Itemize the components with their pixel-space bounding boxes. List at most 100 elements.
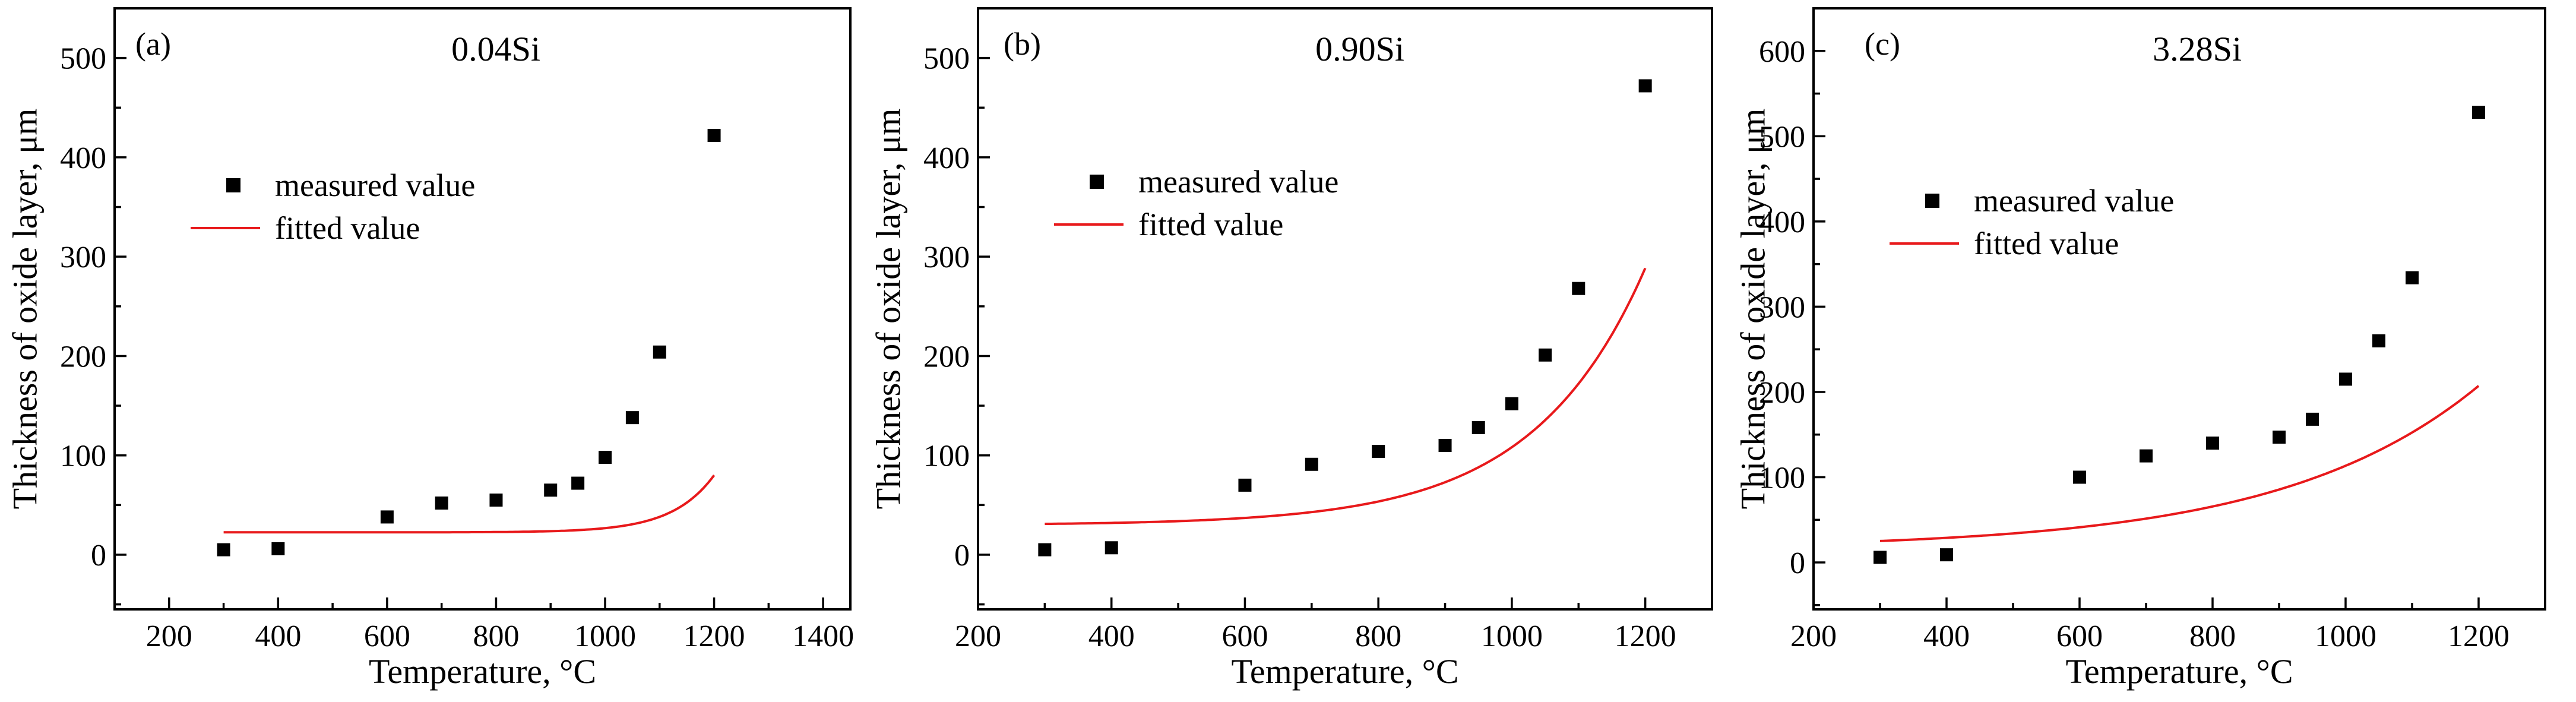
y-tick-label: 100 — [923, 439, 970, 473]
y-axis-title: Thickness of oxide layer, μm — [869, 109, 907, 510]
y-tick-label: 200 — [1759, 376, 1805, 410]
legend-marker — [226, 178, 240, 192]
fitted-curve — [1879, 385, 2480, 542]
measured-point — [571, 476, 585, 490]
measured-point — [1305, 457, 1318, 471]
y-axis-title: Thickness of oxide layer, μm — [5, 109, 44, 510]
x-tick-label: 800 — [473, 619, 519, 653]
x-tick-label: 200 — [1790, 619, 1837, 653]
measured-point — [1105, 541, 1118, 555]
panel-title: 0.04Si — [451, 30, 540, 68]
legend: measured value fitted value — [1054, 164, 1338, 242]
measured-point — [1238, 478, 1252, 492]
x-axis-title: Temperature, °C — [2065, 652, 2293, 691]
y-tick-label: 300 — [1759, 290, 1805, 324]
measured-point — [1505, 397, 1518, 410]
y-tick-label: 0 — [954, 539, 970, 573]
legend-marker — [1925, 194, 1939, 208]
legend-label-fitted: fitted value — [1138, 207, 1283, 242]
measured-point — [2472, 106, 2485, 119]
y-tick-label: 300 — [923, 241, 970, 274]
y-tick-label: 400 — [60, 141, 106, 175]
panel-label: (a) — [135, 26, 171, 62]
legend: measured value fitted value — [1890, 183, 2174, 261]
panel-title: 3.28Si — [2153, 30, 2242, 68]
y-tick-label: 200 — [923, 340, 970, 374]
y-tick-label: 400 — [1759, 205, 1805, 239]
y-tick-label: 500 — [60, 42, 106, 76]
measured-point — [599, 451, 612, 464]
measured-point — [2073, 470, 2086, 484]
legend-label-measured: measured value — [1138, 164, 1338, 200]
x-tick-label: 400 — [1923, 619, 1970, 653]
x-tick-label: 600 — [1221, 619, 1268, 653]
x-tick-label: 600 — [2056, 619, 2103, 653]
measured-point — [435, 497, 448, 510]
x-tick-label: 1200 — [1615, 619, 1676, 653]
x-axis-title: Temperature, °C — [369, 652, 596, 691]
measured-point — [2306, 412, 2319, 426]
measured-point — [489, 494, 503, 507]
measured-point — [1874, 551, 1887, 564]
x-axis-title: Temperature, °C — [1231, 652, 1458, 691]
y-tick-label: 0 — [1790, 546, 1805, 580]
y-tick-label: 100 — [1759, 461, 1805, 495]
x-tick-label: 800 — [1355, 619, 1401, 653]
measured-point — [2372, 334, 2385, 347]
panel-3: 200 400 600 800 1000 12000100200300400500600T… — [1733, 7, 2546, 691]
panel-label: (b) — [1004, 26, 1041, 62]
y-tick-label: 500 — [923, 42, 970, 76]
panel-1: 200 400 600 800 1000 1200 1400 0 100 200 300 400 500… — [5, 7, 854, 691]
legend-marker — [1090, 175, 1104, 189]
measured-point — [380, 510, 394, 524]
measured-point — [2406, 271, 2419, 284]
legend-label-fitted: fitted value — [1974, 226, 2119, 261]
legend-label-measured: measured value — [1974, 183, 2174, 219]
x-tick-label: 1200 — [2448, 619, 2509, 653]
measured-point — [2206, 437, 2219, 450]
measured-point — [2273, 431, 2286, 444]
y-tick-label: 100 — [60, 439, 106, 473]
measured-point — [1038, 543, 1052, 556]
y-tick-label: 600 — [1759, 35, 1805, 69]
measured-point — [625, 411, 639, 425]
plot-frame — [113, 7, 852, 611]
y-tick-label: 0 — [91, 539, 106, 573]
measured-point — [271, 542, 285, 555]
panel-2: 200 400 600 800 1000 1200 0 100 200 300 400 500 Temp… — [869, 7, 1713, 691]
x-tick-label: 1000 — [574, 619, 636, 653]
measured-point — [1471, 420, 1485, 434]
y-tick-label: 500 — [1759, 120, 1805, 154]
measured-point — [1572, 282, 1586, 295]
x-tick-label: 800 — [2189, 619, 2236, 653]
measured-point — [2140, 449, 2153, 463]
panel-title: 0.90Si — [1315, 30, 1404, 68]
x-tick-label: 400 — [1088, 619, 1135, 653]
x-tick-label: 200 — [146, 619, 192, 653]
x-tick-label: 1000 — [2315, 619, 2376, 653]
legend: measured value fitted value — [191, 167, 475, 246]
measured-point — [1438, 439, 1452, 452]
measured-point — [1539, 348, 1552, 362]
legend-label-fitted: fitted value — [275, 210, 420, 246]
measured-point — [707, 129, 721, 143]
measured-point — [1940, 548, 1953, 562]
y-tick-label: 300 — [60, 241, 106, 274]
legend-label-measured: measured value — [275, 167, 475, 203]
x-tick-label: 1400 — [792, 619, 854, 653]
measured-point — [653, 345, 666, 359]
panel-label: (c) — [1865, 26, 1900, 62]
fitted-curve — [1045, 267, 1647, 526]
fitted-curve — [223, 474, 716, 534]
y-axis-title: Thickness of oxide layer, μm — [1733, 109, 1772, 510]
x-tick-label: 1000 — [1481, 619, 1543, 653]
x-tick-label: 600 — [364, 619, 410, 653]
measured-point — [1638, 79, 1652, 93]
x-tick-label: 200 — [955, 619, 1001, 653]
x-tick-label: 1200 — [683, 619, 745, 653]
measured-point — [217, 543, 230, 556]
measured-point — [544, 483, 558, 497]
plot-frame — [977, 7, 1713, 611]
y-tick-label: 400 — [923, 141, 970, 175]
